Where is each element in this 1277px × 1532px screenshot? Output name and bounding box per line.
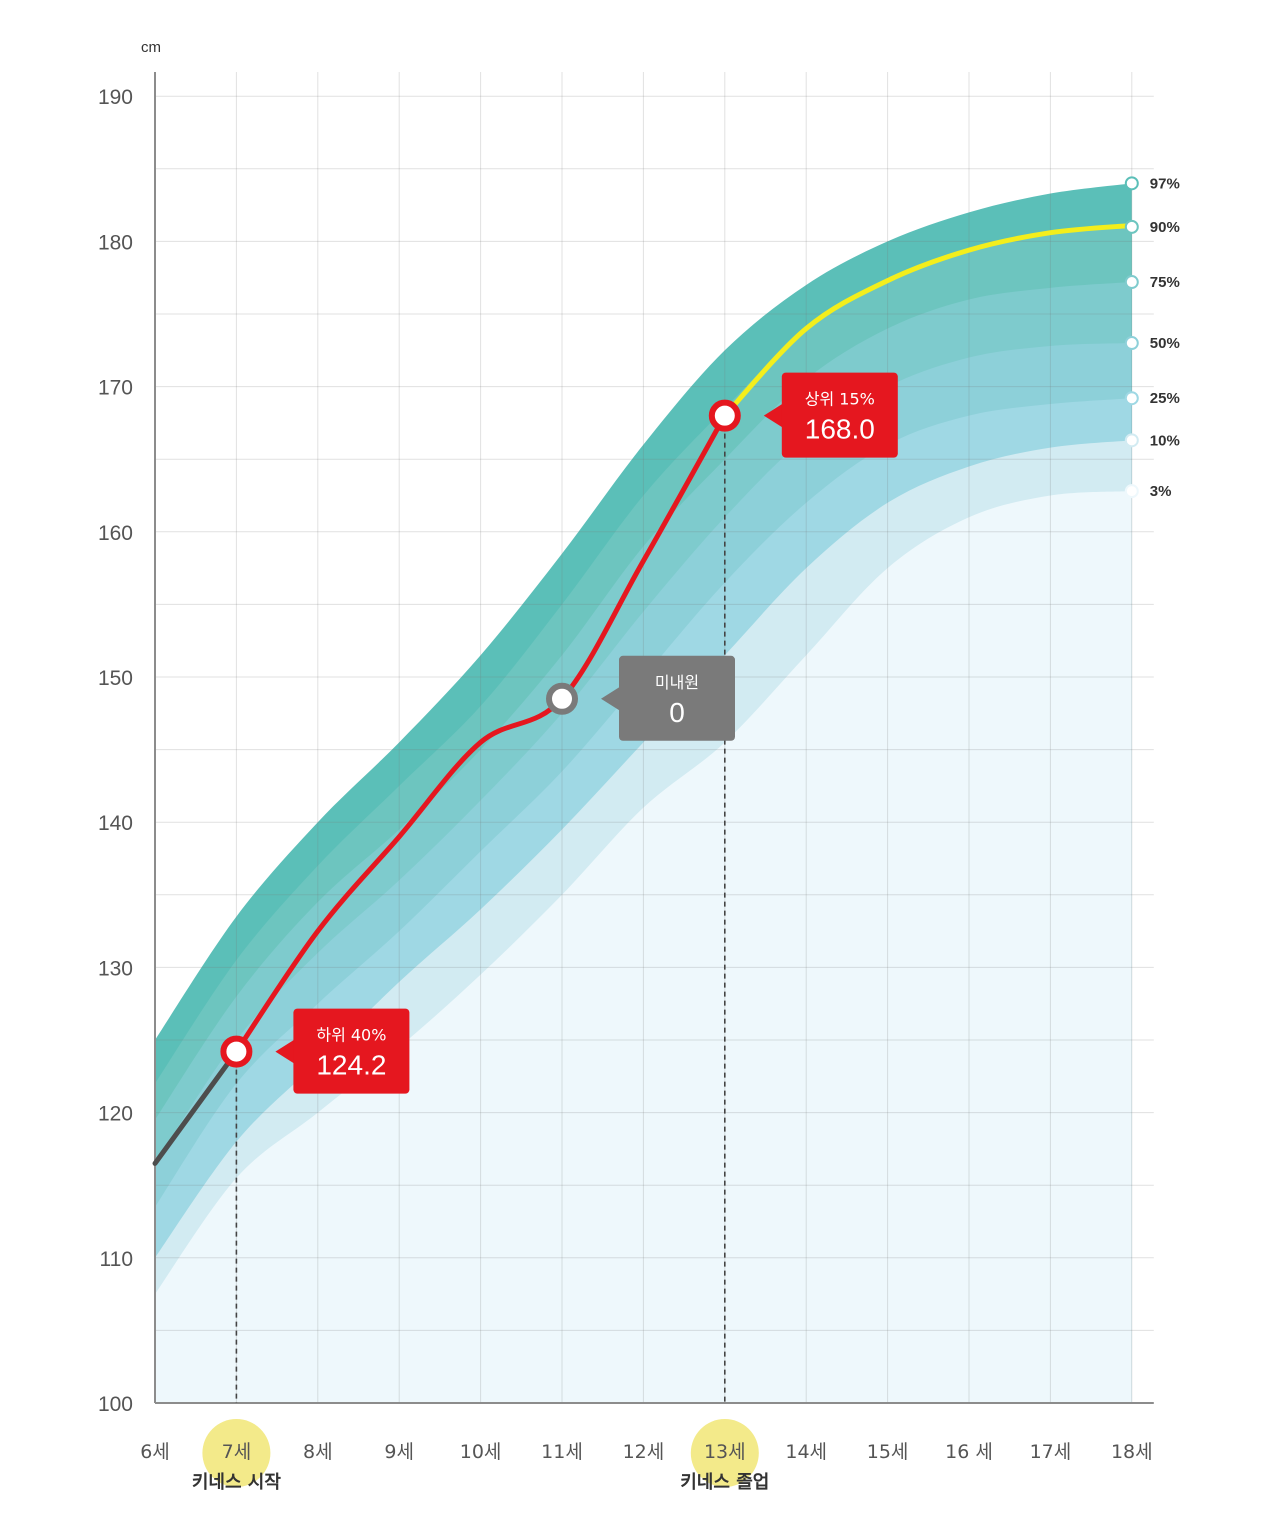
callouts: 하위 40% 124.2 미내원 0 상위 15% 168.0 — [275, 372, 898, 1094]
marker-point-2 — [708, 399, 741, 432]
x-tick-label-9: 15세 — [867, 1441, 909, 1463]
x-tick-label-6: 12세 — [623, 1441, 665, 1463]
percentile-end-dot-6 — [1124, 484, 1139, 499]
callout-pointer-2 — [763, 403, 783, 428]
percentile-band-6 — [155, 491, 1132, 1403]
callout-title-2: 상위 15% — [805, 390, 875, 409]
marker-point-1 — [546, 682, 578, 715]
x-tick-label-10: 16 세 — [945, 1441, 993, 1463]
y-tick-label-5: 150 — [98, 667, 133, 690]
callout-box-2 — [781, 372, 898, 458]
percentile-end-dot-0 — [1124, 176, 1139, 191]
callout-value-0: 124.2 — [316, 1050, 386, 1081]
x-tick-label-0: 6세 — [140, 1441, 170, 1463]
x-tick-label-5: 11세 — [541, 1441, 583, 1463]
percentile-end-dot-5 — [1124, 433, 1139, 448]
axes — [154, 72, 1154, 1404]
callout-value-2: 168.0 — [805, 414, 875, 445]
y-tick-label-4: 140 — [98, 812, 133, 835]
x-tick-label-7: 13세 — [704, 1441, 746, 1463]
callout-title-0: 하위 40% — [316, 1026, 386, 1045]
percentile-labels: 97% 90% 75% 50% 25% 10% 3% — [1124, 175, 1180, 500]
callout-pointer-1 — [601, 686, 620, 711]
percentile-end-dot-4 — [1124, 391, 1139, 406]
milestone-highlight-1 — [690, 1419, 759, 1487]
milestone-label-0: 키네스 시작 — [192, 1472, 282, 1493]
series-line-2 — [722, 222, 1135, 419]
y-tick-label-9: 190 — [98, 86, 133, 109]
percentile-end-dot-2 — [1124, 275, 1139, 290]
y-tick-label-8: 180 — [98, 231, 133, 254]
x-axis-ticks: 키네스 시작 키네스 졸업 6세 7세 8세 9세 10세 11세 12세 13세 14세 15세 16… — [140, 1419, 1153, 1493]
percentile-end-dot-3 — [1124, 336, 1139, 351]
y-tick-label-1: 110 — [100, 1248, 133, 1271]
x-tick-label-3: 9세 — [384, 1441, 414, 1463]
y-tick-label-7: 170 — [98, 377, 133, 400]
x-tick-label-11: 17세 — [1030, 1441, 1072, 1463]
markers — [220, 399, 741, 1068]
callout-box-0 — [293, 1008, 410, 1094]
x-tick-label-12: 18세 — [1111, 1441, 1153, 1463]
percentile-label-2: 75% — [1150, 274, 1180, 291]
x-tick-label-4: 10세 — [460, 1441, 502, 1463]
callout-title-1: 미내원 — [655, 673, 699, 692]
percentile-label-1: 90% — [1150, 219, 1180, 236]
milestone-highlight-0 — [202, 1419, 271, 1487]
callout-pointer-0 — [275, 1039, 295, 1064]
x-tick-label-1: 7세 — [222, 1441, 252, 1463]
callout-value-1: 0 — [669, 697, 685, 728]
y-axis-unit: cm — [141, 39, 161, 56]
y-tick-label-3: 130 — [98, 957, 133, 980]
y-axis-ticks: 100 110 120 130 140 150 160 170 180 190 — [98, 86, 133, 1416]
x-tick-label-2: 8세 — [303, 1441, 333, 1463]
marker-point-0 — [220, 1035, 253, 1068]
percentile-label-0: 97% — [1150, 175, 1180, 192]
percentile-bands — [155, 183, 1132, 1404]
percentile-label-3: 50% — [1150, 335, 1180, 352]
milestone-guides — [235, 415, 726, 1403]
percentile-end-dot-1 — [1124, 219, 1139, 234]
percentile-label-6: 3% — [1150, 483, 1172, 500]
x-tick-label-8: 14세 — [785, 1441, 827, 1463]
callout-box-1 — [619, 655, 735, 741]
y-tick-label-6: 160 — [98, 522, 133, 545]
milestone-label-1: 키네스 졸업 — [680, 1472, 769, 1493]
percentile-label-5: 10% — [1150, 432, 1180, 449]
y-tick-label-2: 120 — [98, 1103, 133, 1126]
percentile-label-4: 25% — [1150, 390, 1180, 407]
y-tick-label-0: 100 — [98, 1393, 133, 1416]
series-line-1 — [233, 413, 728, 1055]
